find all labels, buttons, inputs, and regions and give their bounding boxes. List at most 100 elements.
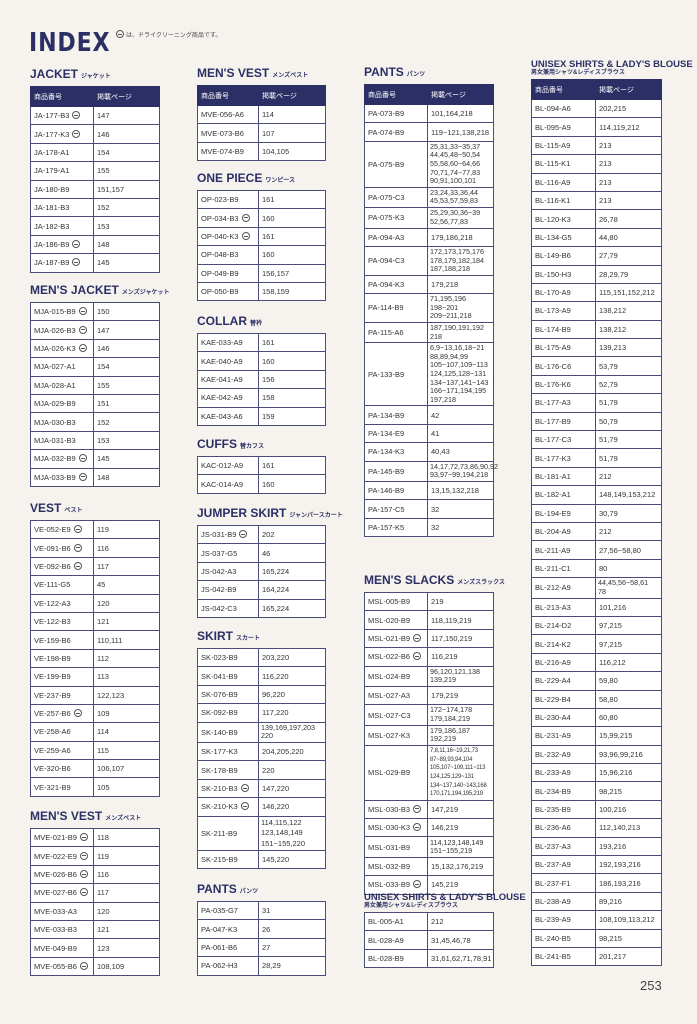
dry-cleaning-icon [78, 325, 87, 334]
page-numbers-cell: 106,107 [93, 759, 160, 779]
product-code-cell: KAC-014-A9 [197, 474, 259, 494]
page-numbers-cell: 31 [258, 900, 326, 921]
index-section: CUFFS 替カフス KAC-012-A9 161 KAC-014-A9 160 [197, 438, 326, 494]
index-table: PA-035-G7 31 PA-047-K3 26 PA-061-B6 27 PA-062-… [197, 900, 326, 976]
page-numbers-cell: 139,169,197,203 220 [258, 721, 326, 743]
table-row: OP-040-K3 161 [197, 226, 326, 247]
table-row: BL-173-A9 138,212 [531, 301, 662, 321]
product-code: JS-042-C3 [201, 603, 237, 613]
product-code: MSL-027-A3 [368, 691, 411, 701]
product-code-cell: BL-094-A6 [531, 98, 596, 119]
product-code-cell: PA-094-A3 [364, 227, 428, 247]
page-numbers-cell: 145 [93, 253, 160, 273]
product-code-cell: SK-076-B9 [197, 684, 259, 705]
product-code: MSL-027-C3 [368, 710, 411, 720]
product-code-cell: PA-157-K5 [364, 517, 428, 538]
product-code: PA-134-K3 [368, 447, 405, 457]
page-numbers-cell: 146,220 [258, 797, 326, 817]
index-section: UNISEX SHIRTS & LADY'S BLOUSE 男女兼用シャツ&レディ… [364, 893, 526, 969]
product-code: VE-052-E9 [34, 525, 71, 535]
page-numbers-cell: 119 [93, 519, 160, 540]
page-numbers-cell: 117,150,219 [427, 628, 494, 649]
page-numbers-cell: 152 [93, 197, 160, 218]
product-code-cell: VE-198-B9 [30, 648, 94, 669]
product-code: MJA-031-B3 [34, 435, 76, 445]
product-code: MSL-027-K3 [368, 730, 411, 740]
product-code: MVE-022-E9 [34, 851, 77, 861]
table-row: BL-177-A3 51,79 [531, 393, 662, 413]
product-code: OP-034-B3 [201, 213, 239, 223]
dry-cleaning-icon [79, 833, 88, 842]
page-numbers-cell: 116,212 [595, 652, 662, 673]
page-numbers-cell: 138,212 [595, 301, 662, 321]
page-numbers-cell: 122,123 [93, 685, 160, 705]
product-code-cell: SK-210-K3 [197, 797, 259, 817]
product-code-cell: BL-095-A9 [531, 117, 596, 137]
product-code-cell: BL-211-C1 [531, 558, 596, 579]
product-code: BL-236-A6 [535, 823, 571, 833]
section-subtitle: パンツ [406, 72, 426, 78]
product-code-cell: KAE-042-A9 [197, 388, 259, 408]
product-code: BL-170-A9 [535, 288, 571, 298]
product-code: BL-116-K1 [535, 196, 571, 206]
page-numbers-cell: 156 [258, 369, 326, 390]
product-code: JS-042-B9 [201, 585, 237, 595]
index-section: MEN'S SLACKS メンズスラックス MSL-005-B9 219 MSL-020… [364, 574, 505, 895]
page-numbers-cell: 100,216 [595, 799, 662, 820]
dry-cleaning-icon [78, 472, 87, 481]
section-title-text: CUFFS [197, 437, 237, 451]
page-numbers-cell: 26 [258, 919, 326, 939]
product-code-cell: SK-177-K3 [197, 741, 259, 762]
dry-cleaning-icon [413, 880, 422, 889]
table-row: PA-134-B9 42 [364, 405, 494, 425]
page-numbers-cell: 203,220 [258, 647, 326, 668]
product-code-cell: BL-229-A4 [531, 671, 596, 691]
product-code-cell: PA-094-K3 [364, 274, 428, 295]
page-numbers-cell: 115,151,152,212 [595, 282, 662, 303]
product-code-cell: MJA-031-B3 [30, 430, 94, 451]
product-code: BL-174-B9 [535, 324, 571, 334]
section-subtitle: 替衿 [250, 321, 263, 327]
table-row: SK-023-B9 203,220 [197, 647, 326, 668]
product-code-cell: PA-134-E9 [364, 423, 428, 444]
product-code: BL-177-C3 [535, 435, 572, 445]
page-numbers-cell: 116 [93, 864, 160, 885]
table-row: PA-062-H3 28,29 [197, 956, 326, 976]
table-row: MSL-031-B9 114,123,148,149 151~155,219 [364, 836, 494, 858]
page-numbers-cell: 109 [93, 703, 160, 724]
product-code-cell: MSL-031-B9 [364, 836, 428, 858]
product-code: OP-023-B9 [201, 195, 239, 205]
product-code: OP-050-B9 [201, 287, 239, 297]
table-row: MVE-027-B6 117 [30, 883, 160, 903]
product-code-cell: JA-178-A1 [30, 142, 94, 163]
page-numbers-cell: 6,9~13,16,18~21 88,89,94,99 105~107,109~… [427, 342, 494, 407]
page-numbers-cell: 156,157 [258, 263, 326, 283]
table-row: BL-239-A9 108,109,113,212 [531, 910, 662, 930]
page-numbers-cell: 28,29 [258, 956, 326, 976]
table-row: JS-042-A3 165,224 [197, 561, 326, 582]
index-section: ONE PIECE ワンピース OP-023-B9 161 OP-034-B3 160 OP… [197, 172, 326, 302]
table-row: BL-134-G5 44,80 [531, 227, 662, 248]
product-code-cell: MSL-027-C3 [364, 704, 428, 726]
page-numbers-cell: 212 [595, 466, 662, 487]
product-code-cell: BL-120-K3 [531, 209, 596, 229]
page-numbers-cell: 98,215 [595, 781, 662, 801]
product-code: VE-122-A3 [34, 598, 71, 608]
product-code-cell: OP-040-K3 [197, 226, 259, 247]
table-row: MVE-026-B6 116 [30, 864, 160, 885]
table-row: PA-094-A3 179,186,218 [364, 227, 494, 247]
page-numbers-cell: 98,215 [595, 928, 662, 948]
table-row: BL-176-K6 52,79 [531, 374, 662, 395]
page-numbers-cell: 15,99,215 [595, 726, 662, 746]
dry-cleaning-icon [413, 823, 422, 832]
section-title: UNISEX SHIRTS & LADY'S BLOUSE 男女兼用シャツ&レディ… [364, 893, 526, 910]
table-row: BL-094-A6 202,215 [531, 98, 662, 119]
table-row: MVE-055-B6 108,109 [30, 956, 160, 977]
product-code: PA-094-C3 [368, 256, 405, 266]
table-row: OP-050-B9 158,159 [197, 281, 326, 302]
table-row: JA-187-B9 145 [30, 253, 160, 273]
table-row: BL-177-B9 50,79 [531, 411, 662, 432]
table-row: BL-170-A9 115,151,152,212 [531, 282, 662, 303]
product-code-cell: MJA-026-K3 [30, 338, 94, 359]
page-numbers-cell: 151 [93, 393, 160, 414]
